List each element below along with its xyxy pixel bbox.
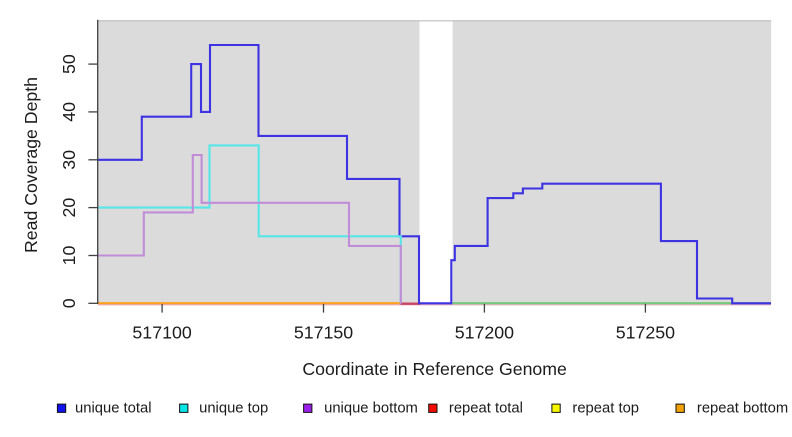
svg-text:0: 0 <box>59 298 79 308</box>
svg-text:Read Coverage Depth: Read Coverage Depth <box>21 77 41 253</box>
svg-text:30: 30 <box>59 150 79 170</box>
svg-text:repeat top: repeat top <box>572 400 639 416</box>
svg-text:20: 20 <box>59 198 79 218</box>
svg-text:40: 40 <box>59 102 79 122</box>
svg-text:unique bottom: unique bottom <box>324 400 418 416</box>
svg-text:unique total: unique total <box>75 400 152 416</box>
svg-text:517250: 517250 <box>616 322 675 342</box>
svg-text:repeat total: repeat total <box>449 400 523 416</box>
svg-text:50: 50 <box>59 54 79 74</box>
svg-text:unique top: unique top <box>199 400 268 416</box>
svg-text:517100: 517100 <box>132 322 191 342</box>
svg-text:517150: 517150 <box>294 322 353 342</box>
svg-text:repeat bottom: repeat bottom <box>697 400 788 416</box>
svg-text:10: 10 <box>59 246 79 266</box>
svg-text:517200: 517200 <box>455 322 514 342</box>
svg-text:Coordinate in Reference Genome: Coordinate in Reference Genome <box>302 359 567 379</box>
